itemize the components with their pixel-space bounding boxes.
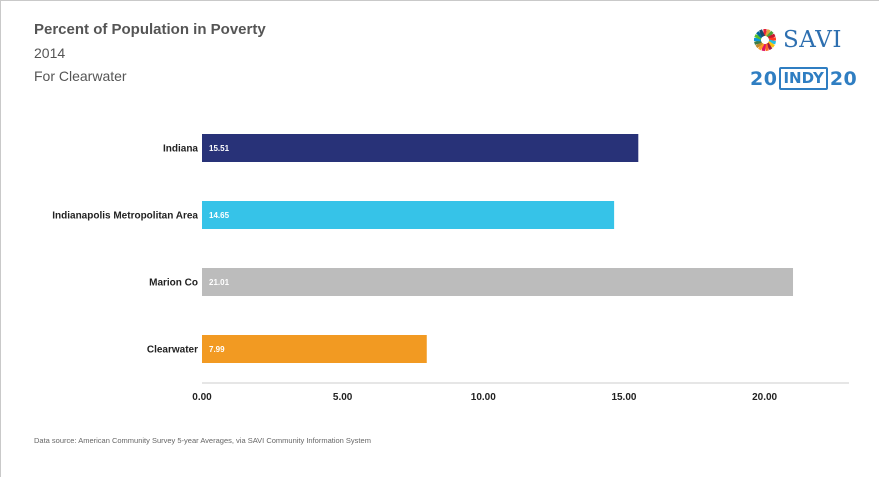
indy-2020-logo: 20 INDY 20 xyxy=(750,67,857,90)
bar-marion-co xyxy=(202,268,794,296)
indy-logo-mid: INDY xyxy=(779,67,828,90)
x-tick-label: 5.00 xyxy=(333,392,353,403)
chart-title: Percent of Population in Poverty xyxy=(34,21,266,38)
category-label: Marion Co xyxy=(149,278,198,289)
savi-burst-icon xyxy=(753,29,777,52)
bar-value-label: 15.51 xyxy=(209,144,230,153)
x-tick-label: 15.00 xyxy=(611,392,636,403)
bar-value-label: 21.01 xyxy=(209,278,230,287)
data-source-note: Data source: American Community Survey 5… xyxy=(34,436,371,445)
x-tick-label: 10.00 xyxy=(471,392,496,403)
chart-year: 2014 xyxy=(34,45,66,61)
bar-indianapolis-metropolitan-area xyxy=(202,201,615,229)
bar-clearwater xyxy=(202,335,427,363)
indy-logo-left: 20 xyxy=(750,67,778,90)
chart-location: For Clearwater xyxy=(34,68,127,84)
savi-logo: SAVI xyxy=(753,27,842,53)
x-tick-label: 0.00 xyxy=(192,392,212,403)
indy-logo-right: 20 xyxy=(829,67,858,90)
bar-value-label: 7.99 xyxy=(209,345,225,354)
bar-indiana xyxy=(202,134,639,162)
savi-logo-text: SAVI xyxy=(783,27,842,53)
x-tick-label: 20.00 xyxy=(752,392,777,403)
category-label: Indianapolis Metropolitan Area xyxy=(52,211,198,222)
x-axis-ticks: 0.00 5.00 10.00 15.00 20.00 xyxy=(192,392,777,403)
category-label: Indiana xyxy=(163,144,198,155)
category-label: Clearwater xyxy=(147,345,198,356)
bar-value-label: 14.65 xyxy=(209,211,230,220)
bar-group: Indiana 15.51 Indianapolis Metropolitan Ar… xyxy=(52,134,794,363)
